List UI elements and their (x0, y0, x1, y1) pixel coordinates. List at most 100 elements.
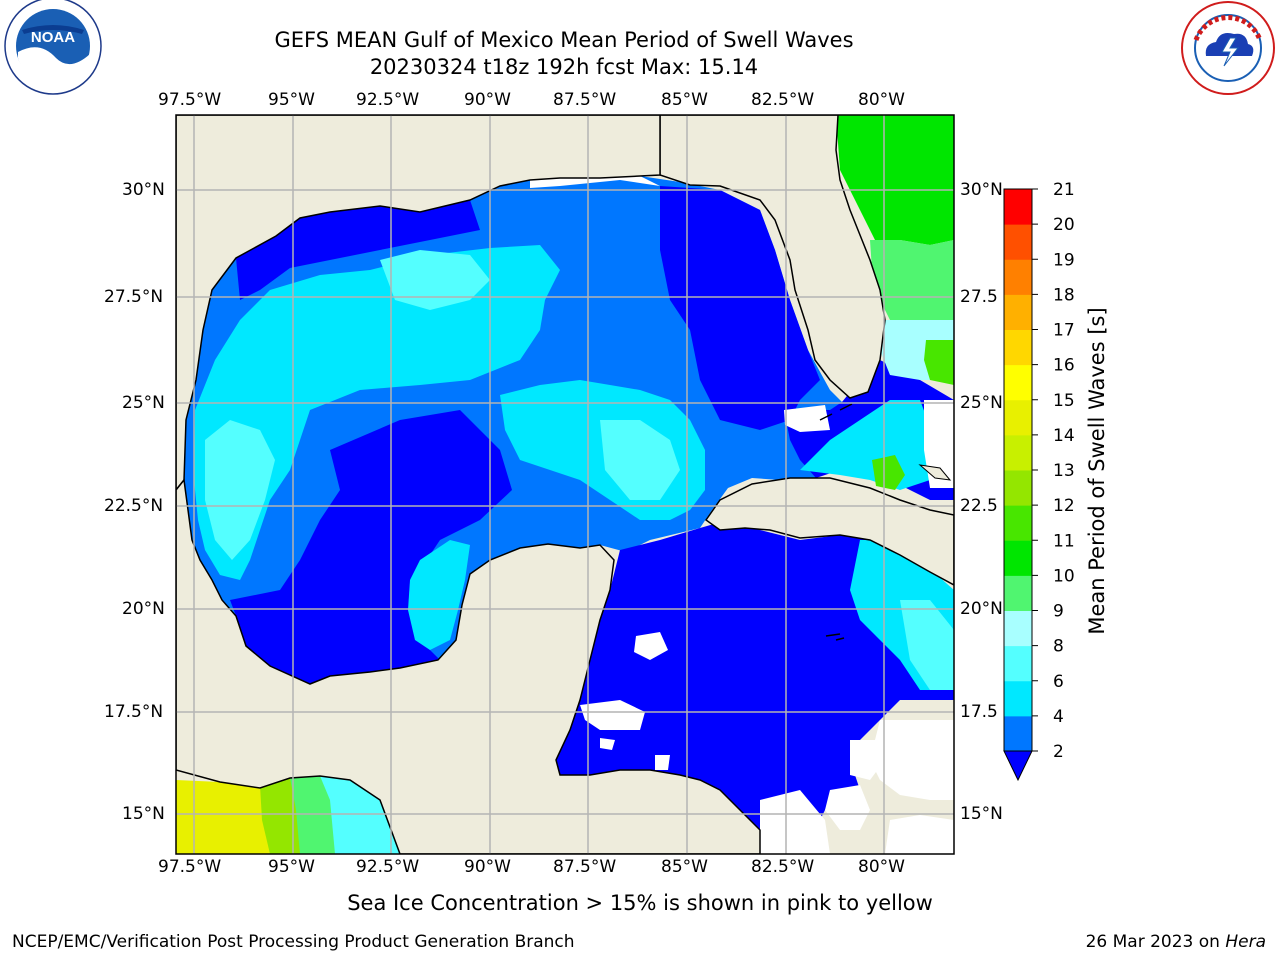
colorbar-tick-label: 18 (1053, 285, 1075, 305)
colorbar-tick-label: 2 (1053, 742, 1064, 762)
colorbar-swatch (1004, 294, 1032, 330)
colorbar-tick-label: 16 (1053, 356, 1075, 376)
missing-data-patches (530, 176, 954, 854)
land-bahamas (918, 464, 952, 481)
island-cayman (825, 633, 845, 641)
period-6-8-zone (900, 600, 954, 690)
lat-tick-right: 20°N (960, 599, 1003, 619)
noaa-logo-text: NOAA (31, 29, 75, 46)
lon-tick-top: 87.5°W (553, 90, 617, 110)
lat-tick-left: 20°N (122, 599, 165, 619)
colorbar-swatch (1004, 505, 1032, 541)
lon-tick-bottom: 95°W (268, 857, 315, 877)
lon-tick-top: 95°W (268, 90, 315, 110)
lon-tick-bottom: 82.5°W (751, 857, 815, 877)
colorbar-tick-label: 12 (1053, 496, 1075, 516)
colorbar-swatch (1004, 434, 1032, 471)
colorbar-tick-label: 6 (1053, 672, 1064, 692)
colorbar-label: Mean Period of Swell Waves [s] (1085, 307, 1109, 635)
footer-date-text: 26 Mar 2023 on (1085, 932, 1226, 952)
period-10-11-zone (836, 115, 954, 250)
colorbar-tick-label: 15 (1053, 391, 1075, 411)
map-subtitle: 20230324 t18z 192h fcst Max: 15.14 (369, 55, 759, 79)
lat-tick-right: 15°N (960, 804, 1003, 824)
colorbar-tick-label: 10 (1053, 566, 1075, 586)
colorbar-tick-label: 11 (1053, 531, 1075, 551)
colorbar-extend-min (1003, 750, 1033, 782)
colorbar-swatch (1004, 715, 1032, 752)
period-12-13-zone (260, 778, 300, 854)
colorbar-swatch (1004, 399, 1032, 436)
period-below-2-zone (236, 200, 480, 300)
period-4-6-zone (194, 245, 560, 580)
colorbar-swatch (1004, 259, 1032, 295)
colorbar-swatch (1004, 470, 1032, 506)
lat-tick-left: 27.5°N (104, 287, 164, 307)
colorbar-swatch (1004, 364, 1032, 401)
colorbar-tick-label: 21 (1053, 180, 1075, 200)
land-mexico (176, 478, 761, 854)
colorbar-tick-label: 9 (1053, 602, 1064, 622)
lon-tick-top: 85°W (661, 90, 708, 110)
lon-tick-top: 82.5°W (751, 90, 815, 110)
lon-tick-bottom: 97.5°W (158, 857, 222, 877)
period-4-6-zone (408, 540, 470, 650)
period-below-2-zone (660, 186, 820, 430)
colorbar-swatch (1004, 329, 1032, 366)
period-6-8-zone (380, 250, 490, 310)
colorbar-tick-label: 20 (1053, 215, 1075, 235)
colorbar-swatch (1004, 189, 1032, 225)
map-gridlines (176, 115, 954, 854)
period-below-2-zone (230, 410, 512, 684)
lat-tick-left: 22.5°N (104, 496, 164, 516)
footer-date: 26 Mar 2023 on Hera (1086, 932, 1266, 952)
lon-tick-bottom: 90°W (464, 857, 511, 877)
period-11-12-zone (924, 340, 954, 385)
island-keys (819, 403, 853, 421)
footer-host: Hera (1225, 932, 1266, 952)
noaa-logo-icon: NOAA (4, 0, 102, 95)
nws-logo-icon (1181, 1, 1275, 95)
lon-tick-bottom: 85°W (661, 857, 708, 877)
lat-tick-left: 25°N (122, 393, 165, 413)
lon-tick-bottom: 92.5°W (356, 857, 420, 877)
lon-tick-bottom: 80°W (858, 857, 905, 877)
lat-tick-right: 25°N (960, 393, 1003, 413)
lat-tick-right: 17.5 (960, 702, 998, 722)
period-11-12-zone (872, 455, 905, 490)
sea-ice-note: Sea Ice Concentration > 15% is shown in … (347, 891, 933, 915)
land-cuba (704, 477, 954, 586)
lat-tick-right: 27.5 (960, 287, 998, 307)
lon-tick-top: 80°W (858, 90, 905, 110)
land-florida (659, 115, 886, 399)
map-title: GEFS MEAN Gulf of Mexico Mean Period of … (274, 28, 854, 52)
colorbar-tick-label: 17 (1053, 321, 1075, 341)
period-9-10-zone (290, 776, 335, 854)
colorbar-swatch (1004, 680, 1032, 717)
lat-tick-right: 22.5 (960, 496, 998, 516)
lat-tick-left: 15°N (122, 804, 165, 824)
colorbar-tick-label: 14 (1053, 426, 1075, 446)
colorbar-tick-label: 4 (1053, 707, 1064, 727)
colorbar-tick-label: 19 (1053, 250, 1075, 270)
colorbar-swatch (1004, 575, 1032, 611)
land-us-coast (176, 115, 661, 492)
lat-tick-left: 17.5°N (104, 702, 164, 722)
colorbar-swatch (1004, 540, 1032, 576)
period-6-8-zone (600, 420, 680, 500)
colorbar-tick-label: 8 (1053, 637, 1064, 657)
period-6-8-zone (320, 776, 400, 854)
colorbar-tick-label: 13 (1053, 461, 1075, 481)
lon-tick-top: 97.5°W (158, 90, 222, 110)
lat-tick-right: 30°N (960, 180, 1003, 200)
colorbar-swatch (1004, 610, 1032, 647)
period-6-8-zone (205, 420, 275, 560)
lon-tick-bottom: 87.5°W (553, 857, 617, 877)
map-frame (175, 114, 955, 855)
lon-tick-top: 90°W (464, 90, 511, 110)
lon-tick-top: 92.5°W (356, 90, 420, 110)
colorbar-swatch (1004, 645, 1032, 682)
lat-tick-left: 30°N (122, 180, 165, 200)
